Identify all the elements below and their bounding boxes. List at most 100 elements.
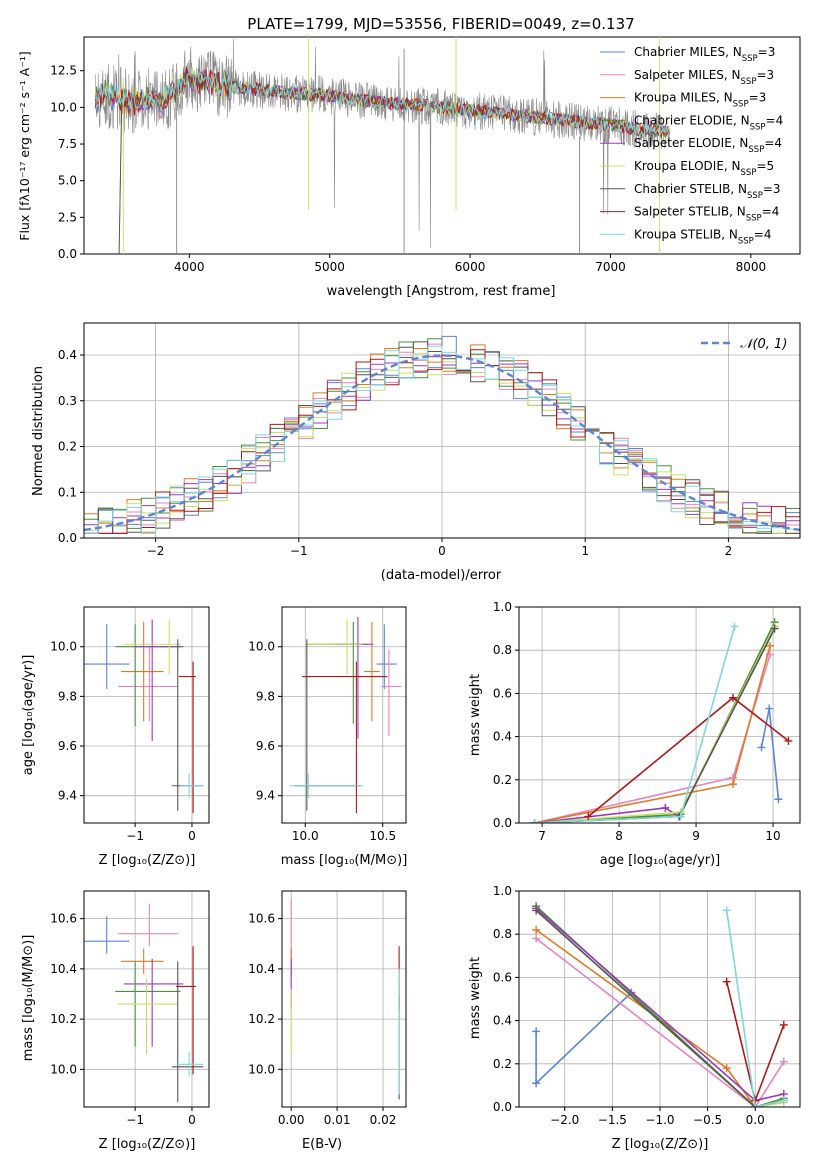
y-tick-label: 0.6 bbox=[493, 686, 512, 700]
y-tick-label: 10.2 bbox=[248, 1012, 275, 1026]
mwZ-xlabel: Z [log₁₀(Z/Z⊙)] bbox=[612, 1137, 709, 1152]
legend-entry: Kroupa STELIB, NSSP=4 bbox=[634, 227, 772, 246]
legend-entry: Chabrier STELIB, NSSP=3 bbox=[634, 182, 781, 201]
y-tick-label: 0.2 bbox=[493, 773, 512, 787]
y-tick-label: 0.2 bbox=[58, 440, 77, 454]
y-tick-label: 0.2 bbox=[493, 1057, 512, 1071]
y-tick-label: 10.0 bbox=[50, 100, 77, 114]
y-tick-label: 9.6 bbox=[58, 739, 77, 753]
age-vs-metallicity-panel: −1 0 9.4 9.6 9.8 10.0 bbox=[50, 606, 210, 843]
x-tick-label: −2.0 bbox=[550, 1113, 579, 1127]
y-tick-label: 0.3 bbox=[58, 394, 77, 408]
x-tick-label: 0.02 bbox=[370, 1113, 397, 1127]
massweight-point-marker bbox=[584, 812, 593, 821]
x-tick-label: 4000 bbox=[174, 260, 205, 274]
y-tick-label: 10.6 bbox=[50, 912, 77, 926]
massweight-point-marker bbox=[661, 803, 670, 812]
ageZ-ylabel: age [log₁₀(age/yr)] bbox=[21, 655, 36, 776]
y-tick-label: 10.0 bbox=[50, 1062, 77, 1076]
massweight-point-marker bbox=[532, 934, 541, 943]
mwAge-ylabel: mass weight bbox=[468, 674, 483, 756]
y-tick-label: 10.4 bbox=[248, 962, 275, 976]
massweight-series-line bbox=[534, 654, 771, 823]
y-tick-label: 12.5 bbox=[50, 64, 77, 78]
y-tick-label: 0.0 bbox=[58, 531, 77, 545]
mwZ-ylabel: mass weight bbox=[468, 957, 483, 1039]
ageZ-xlabel: Z [log₁₀(Z/Z⊙)] bbox=[99, 853, 196, 868]
y-tick-label: 10.0 bbox=[248, 1062, 275, 1076]
y-tick-label: 0.0 bbox=[493, 816, 512, 830]
spectrum-panel: 4000 5000 6000 7000 8000 0.0 2.5 5.0 7.5 10.0 12.5… bbox=[50, 36, 801, 274]
x-tick-label: −1.0 bbox=[645, 1113, 674, 1127]
massweight-point-marker bbox=[532, 906, 541, 915]
y-tick-label: 0.8 bbox=[493, 927, 512, 941]
line-plot-area bbox=[530, 618, 793, 823]
x-tick-label: 1 bbox=[581, 544, 589, 558]
y-tick-label: 0.4 bbox=[493, 730, 512, 744]
massweight-series-line bbox=[535, 929, 756, 1107]
massweight-point-marker bbox=[676, 812, 685, 821]
x-tick-label: 0.00 bbox=[278, 1113, 305, 1127]
massweight-point-marker bbox=[730, 622, 739, 631]
x-tick-label: 8 bbox=[615, 829, 623, 843]
x-tick-label: 9 bbox=[692, 829, 700, 843]
y-tick-label: 9.8 bbox=[58, 689, 77, 703]
axes-frame bbox=[83, 606, 210, 824]
x-tick-label: 2 bbox=[725, 544, 733, 558]
massweight-point-marker bbox=[722, 977, 731, 986]
massweight-point-marker bbox=[784, 736, 793, 745]
model-spectrum-line bbox=[94, 68, 670, 138]
errorbar-plot-area bbox=[84, 619, 204, 814]
legend-entry: Salpeter STELIB, NSSP=4 bbox=[634, 205, 779, 224]
legend-entry: Chabrier ELODIE, NSSP=4 bbox=[634, 113, 783, 132]
massweight-point-marker bbox=[774, 795, 783, 804]
y-tick-label: 10.0 bbox=[50, 640, 77, 654]
y-tick-label: 0.8 bbox=[493, 643, 512, 657]
massweight-point-marker bbox=[729, 780, 738, 789]
x-tick-label: 7 bbox=[538, 829, 546, 843]
massweight-series-line bbox=[534, 621, 776, 823]
x-tick-label: −2 bbox=[147, 544, 165, 558]
massweight-point-marker bbox=[722, 906, 731, 915]
y-tick-label: 7.5 bbox=[58, 137, 77, 151]
massweight-point-marker bbox=[751, 1103, 760, 1107]
massE-xlabel: E(B-V) bbox=[302, 1137, 342, 1152]
massweight-point-marker bbox=[530, 819, 539, 823]
x-tick-label: −0.5 bbox=[693, 1113, 722, 1127]
spectrum-title: PLATE=1799, MJD=53556, FIBERID=0049, z=0… bbox=[247, 15, 634, 33]
legend-entry: Kroupa ELODIE, NSSP=5 bbox=[634, 159, 774, 178]
y-tick-label: 10.0 bbox=[248, 640, 275, 654]
y-tick-label: 0.4 bbox=[58, 348, 77, 362]
age-vs-mass-panel: 10.0 10.5 9.4 9.6 9.8 10.0 bbox=[248, 606, 407, 843]
errorbar-plot-area bbox=[84, 903, 204, 1102]
x-tick-label: 7000 bbox=[595, 260, 626, 274]
spectrum-xlabel: wavelength [Angstrom, rest frame] bbox=[327, 284, 556, 299]
massweight-point-marker bbox=[779, 1057, 788, 1066]
model-spectrum-line bbox=[94, 67, 670, 138]
y-tick-label: 9.4 bbox=[58, 789, 77, 803]
massweight-point-marker bbox=[532, 925, 541, 934]
gaussian-legend-label: 𝒩(0, 1) bbox=[740, 337, 787, 352]
massweight-series-line bbox=[535, 937, 785, 1107]
massweight-point-marker bbox=[722, 1064, 731, 1073]
massweight-series-line bbox=[725, 910, 784, 1107]
axes-frame bbox=[281, 890, 407, 1108]
residual-histogram-step bbox=[84, 345, 800, 534]
massZ-xlabel: Z [log₁₀(Z/Z⊙)] bbox=[99, 1137, 196, 1152]
mwAge-xlabel: age [log₁₀(age/yr)] bbox=[600, 853, 721, 868]
model-spectrum-line bbox=[94, 69, 670, 139]
y-tick-label: 0.1 bbox=[58, 485, 77, 499]
y-tick-label: 0.6 bbox=[493, 970, 512, 984]
x-tick-label: −1 bbox=[126, 1113, 144, 1127]
residual-histogram-step bbox=[84, 341, 800, 534]
massweight-point-marker bbox=[779, 1096, 788, 1105]
massweight-series-line bbox=[534, 628, 776, 823]
residuals-panel: −2 −1 0 1 2 0.0 0.1 0.2 0.3 0.4 bbox=[58, 322, 801, 558]
y-tick-label: 1.0 bbox=[493, 600, 512, 614]
massweight-series-line bbox=[534, 626, 736, 823]
observed-spectrum-line bbox=[94, 38, 670, 248]
mass-vs-ebv-panel: 0.00 0.01 0.02 10.0 10.2 10.4 10.6 bbox=[248, 890, 407, 1127]
spectrum-plot-area bbox=[94, 37, 670, 254]
x-tick-label: −1.5 bbox=[598, 1113, 627, 1127]
